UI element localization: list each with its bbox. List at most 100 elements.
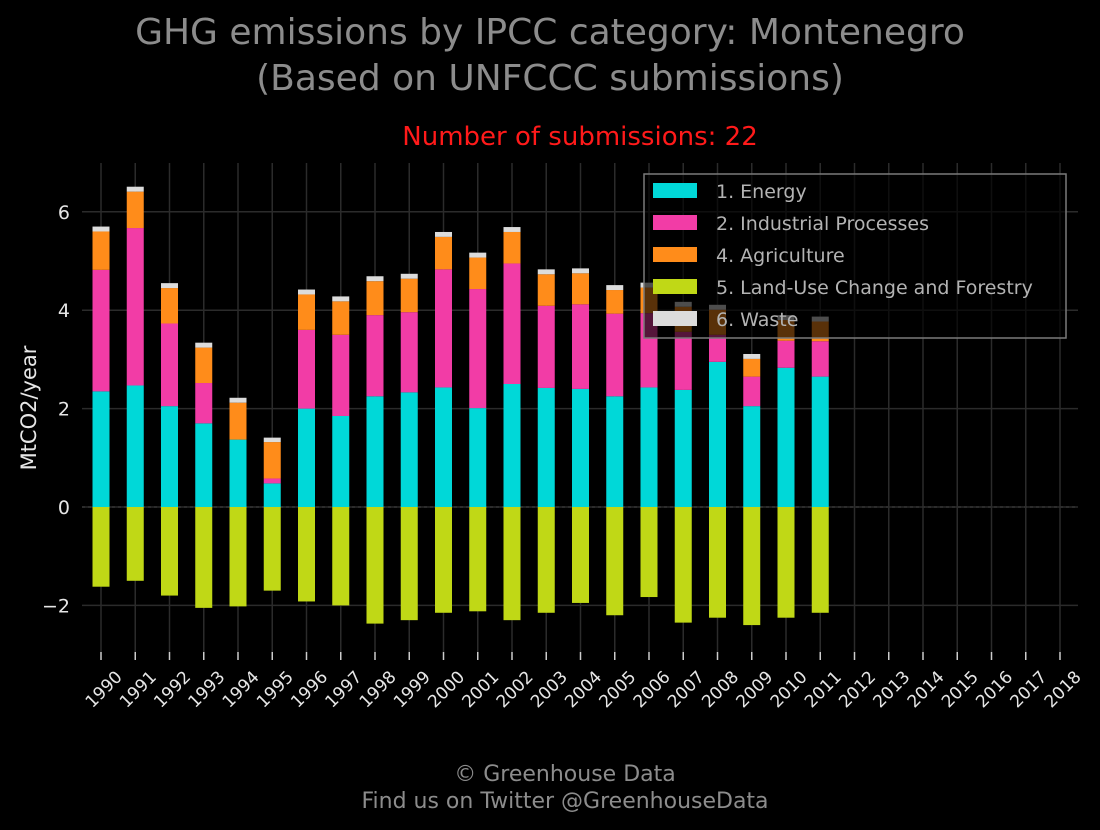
bar-4-agriculture-1998: [366, 281, 384, 316]
bar-5-land-use-change-and-forestry-1999: [400, 507, 418, 621]
bar-4-agriculture-1996: [298, 294, 315, 330]
bar-6-waste-1996: [298, 289, 315, 295]
bar-1-energy-2005: [606, 396, 624, 507]
legend-label-6-waste: 6. Waste: [716, 309, 798, 331]
bar-5-land-use-change-and-forestry-2001: [469, 507, 487, 612]
y-tick-label: −2: [42, 595, 70, 617]
bar-5-land-use-change-and-forestry-2011: [811, 507, 829, 613]
y-axis: −2 0 2 4 6: [42, 202, 70, 618]
bar-5-land-use-change-and-forestry-2008: [709, 507, 726, 618]
x-tick-label: 2015: [938, 667, 983, 712]
bar-4-agriculture-1995: [263, 442, 281, 479]
bar-5-land-use-change-and-forestry-1996: [298, 507, 315, 602]
bar-1-energy-2011: [811, 376, 829, 507]
bar-5-land-use-change-and-forestry-2003: [537, 507, 555, 613]
x-tick-label: 2003: [527, 667, 572, 712]
bar-5-land-use-change-and-forestry-2010: [777, 507, 795, 618]
bar-1-energy-1999: [400, 392, 418, 507]
bar-4-agriculture-2001: [469, 257, 487, 290]
x-tick-label: 2013: [870, 667, 915, 712]
bar-6-waste-1995: [263, 437, 281, 443]
bar-5-land-use-change-and-forestry-1997: [332, 507, 350, 606]
bar-5-land-use-change-and-forestry-1991: [126, 507, 144, 581]
bar-2-industrial-processes-2008: [709, 334, 726, 362]
bar-2-industrial-processes-2010: [777, 340, 795, 368]
x-tick-label: 2008: [698, 667, 743, 712]
bar-2-industrial-processes-1991: [126, 228, 144, 386]
bar-2-industrial-processes-2002: [503, 263, 521, 384]
bar-4-agriculture-1993: [195, 347, 213, 384]
bar-4-agriculture-1994: [229, 402, 247, 440]
x-tick-label: 2001: [459, 667, 504, 712]
bar-1-energy-1990: [92, 391, 110, 507]
x-tick-label: 1993: [185, 667, 230, 712]
bar-4-agriculture-2004: [572, 273, 589, 305]
bar-1-energy-2004: [572, 388, 589, 507]
bar-4-agriculture-1999: [400, 278, 418, 313]
bar-2-industrial-processes-1990: [92, 269, 110, 392]
bar-6-waste-2000: [435, 231, 452, 237]
bar-6-waste-2004: [572, 268, 589, 274]
legend-swatch-2-industrial-processes: [653, 215, 697, 230]
x-tick-label: 2018: [1041, 667, 1086, 712]
x-tick-label: 1999: [390, 667, 435, 712]
bar-6-waste-2001: [469, 252, 487, 258]
y-axis-label: MtCO2/year: [17, 345, 41, 470]
x-tick-label: 1990: [82, 667, 127, 712]
bar-5-land-use-change-and-forestry-2006: [640, 507, 658, 598]
x-tick-label: 2002: [493, 667, 538, 712]
bar-1-energy-2000: [435, 387, 452, 507]
bar-6-waste-1991: [126, 186, 144, 192]
x-tick-label: 2012: [835, 667, 880, 712]
footer-twitter: Find us on Twitter @GreenhouseData: [361, 789, 769, 814]
bar-1-energy-1993: [195, 423, 213, 507]
bar-1-energy-1998: [366, 396, 384, 507]
bar-2-industrial-processes-2003: [537, 305, 555, 388]
bar-6-waste-1994: [229, 397, 247, 403]
bar-2-industrial-processes-2011: [811, 341, 829, 377]
bar-6-waste-2009: [743, 353, 761, 359]
bar-4-agriculture-2009: [743, 358, 761, 377]
x-tick-label: 2014: [904, 667, 949, 712]
x-tick-label: 2011: [801, 667, 846, 712]
y-tick-label: 4: [58, 300, 70, 322]
bar-2-industrial-processes-2004: [572, 304, 589, 389]
bar-4-agriculture-1997: [332, 301, 350, 335]
bar-6-waste-1997: [332, 296, 350, 302]
bar-4-agriculture-2000: [435, 236, 452, 270]
legend-box: [643, 173, 1067, 339]
bar-1-energy-1992: [161, 406, 178, 507]
bar-5-land-use-change-and-forestry-1990: [92, 507, 110, 587]
x-tick-label: 2007: [664, 667, 709, 712]
bar-5-land-use-change-and-forestry-1995: [263, 507, 281, 591]
bar-5-land-use-change-and-forestry-2005: [606, 507, 624, 616]
bar-4-agriculture-2002: [503, 231, 521, 264]
x-tick-label: 1998: [356, 667, 401, 712]
bar-6-waste-1998: [366, 276, 384, 282]
bar-stacks: [92, 186, 829, 626]
bar-4-agriculture-2003: [537, 274, 555, 306]
legend-swatch-4-agriculture: [653, 247, 697, 262]
legend-swatch-1-energy: [653, 183, 697, 198]
bar-2-industrial-processes-2009: [743, 376, 761, 407]
bar-6-waste-1999: [400, 273, 418, 279]
bar-1-energy-1996: [298, 408, 315, 507]
x-tick-label: 2016: [972, 667, 1017, 712]
legend-label-1-energy: 1. Energy: [716, 181, 807, 203]
bar-2-industrial-processes-2007: [674, 331, 692, 390]
bar-2-industrial-processes-1998: [366, 315, 384, 397]
legend-swatch-6-waste: [653, 311, 697, 326]
bar-4-agriculture-1991: [126, 191, 144, 229]
bar-2-industrial-processes-1997: [332, 334, 350, 416]
bar-6-waste-1990: [92, 226, 110, 232]
bar-2-industrial-processes-1992: [161, 323, 178, 407]
x-tick-label: 1997: [322, 667, 367, 712]
bar-6-waste-2002: [503, 227, 521, 232]
x-tick-label: 1996: [287, 667, 332, 712]
x-tick-label: 1991: [116, 667, 161, 712]
bar-2-industrial-processes-1996: [298, 329, 315, 409]
footer-copyright: © Greenhouse Data: [454, 762, 676, 787]
bar-5-land-use-change-and-forestry-1994: [229, 507, 247, 607]
bar-2-industrial-processes-2001: [469, 289, 487, 409]
